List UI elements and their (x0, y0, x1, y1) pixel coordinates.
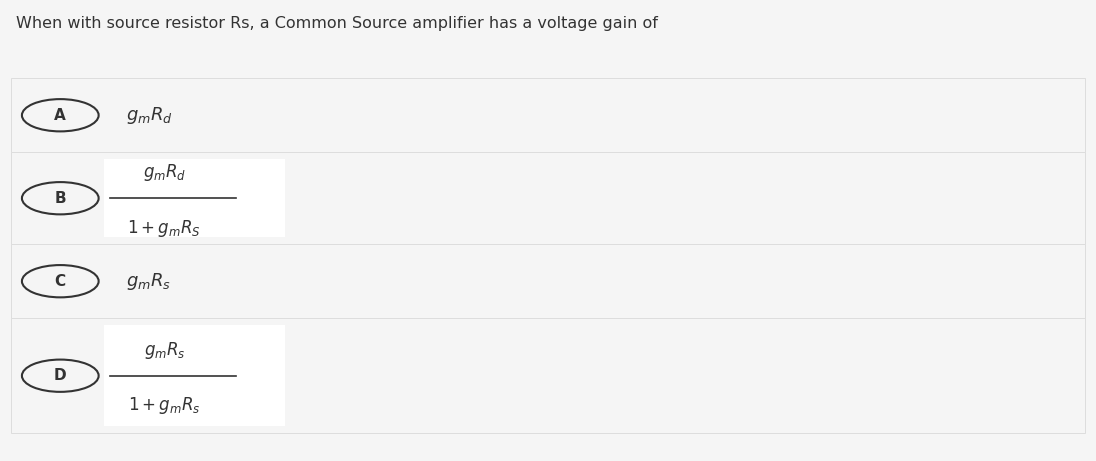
FancyBboxPatch shape (11, 152, 1085, 244)
Text: C: C (55, 274, 66, 289)
FancyBboxPatch shape (104, 325, 285, 426)
Text: $1+g_m R_s$: $1+g_m R_s$ (128, 395, 201, 416)
Text: D: D (54, 368, 67, 383)
FancyBboxPatch shape (104, 159, 285, 237)
Text: $g_m R_d$: $g_m R_d$ (126, 105, 173, 126)
Text: $g_m R_s$: $g_m R_s$ (144, 340, 185, 361)
FancyBboxPatch shape (11, 318, 1085, 433)
Text: $g_m R_s$: $g_m R_s$ (126, 271, 171, 292)
Text: $1+g_m R_S$: $1+g_m R_S$ (127, 218, 202, 239)
Text: A: A (55, 108, 66, 123)
FancyBboxPatch shape (11, 78, 1085, 152)
Text: B: B (55, 191, 66, 206)
FancyBboxPatch shape (11, 244, 1085, 318)
Text: When with source resistor Rs, a Common Source amplifier has a voltage gain of: When with source resistor Rs, a Common S… (16, 16, 659, 31)
Text: $g_m R_d$: $g_m R_d$ (142, 162, 186, 183)
